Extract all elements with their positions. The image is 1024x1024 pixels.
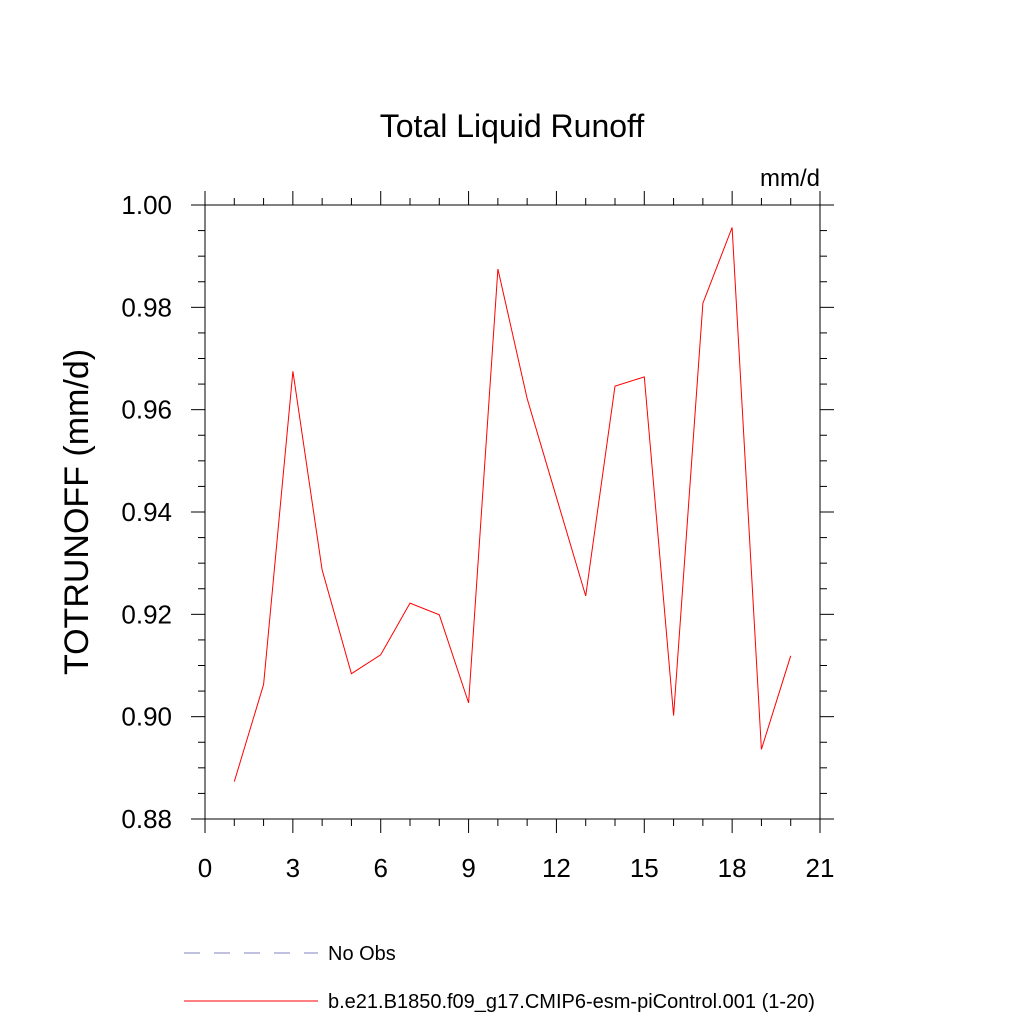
y-tick-label: 0.98: [121, 292, 172, 322]
y-tick-label: 0.90: [121, 702, 172, 732]
y-tick-label: 0.88: [121, 804, 172, 834]
y-axis-label: TOTRUNOFF (mm/d): [58, 349, 96, 675]
x-tick-label: 0: [198, 853, 212, 883]
x-tick-label: 18: [718, 853, 747, 883]
x-tick-label: 15: [630, 853, 659, 883]
x-tick-label: 12: [542, 853, 571, 883]
units-label: mm/d: [760, 165, 820, 192]
x-tick-label: 21: [806, 853, 835, 883]
y-axis-ticks: 0.88 0.90 0.92 0.94 0.96 0.98 1.00: [121, 190, 834, 834]
y-tick-label: 1.00: [121, 190, 172, 220]
y-tick-label: 0.92: [121, 599, 172, 629]
series-group: [233, 227, 792, 782]
legend: No Obs b.e21.B1850.f09_g17.CMIP6-esm-piCo…: [184, 943, 815, 1013]
x-tick-label: 3: [286, 853, 300, 883]
y-tick-label: 0.96: [121, 395, 172, 425]
legend-label: b.e21.B1850.f09_g17.CMIP6-esm-piControl.…: [328, 991, 815, 1013]
series-line: [233, 227, 792, 782]
x-tick-label: 6: [373, 853, 387, 883]
legend-label: No Obs: [328, 943, 396, 965]
x-axis-ticks: 0 3 6 9 12 15 18 21: [198, 191, 835, 883]
y-tick-label: 0.94: [121, 497, 172, 527]
chart-title: Total Liquid Runoff: [380, 108, 645, 144]
x-tick-label: 9: [461, 853, 475, 883]
plot-frame: [204, 204, 821, 820]
